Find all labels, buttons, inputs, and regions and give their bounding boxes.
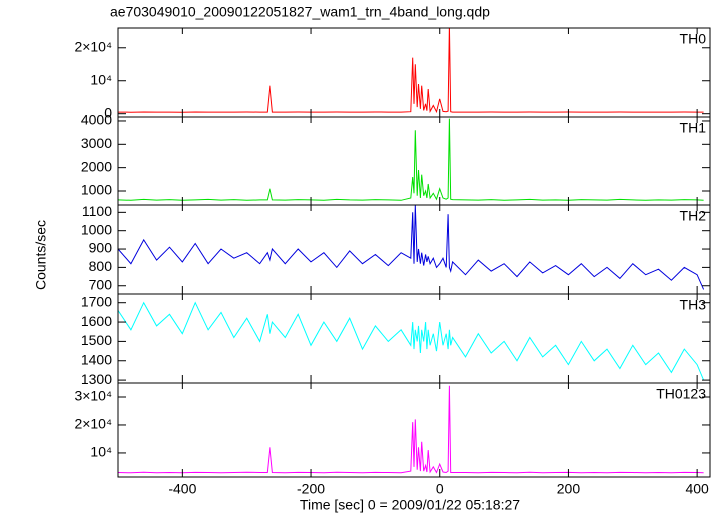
y-tick-label: 700 [89,276,113,292]
data-line [118,301,705,381]
y-tick-label: 2×10⁴ [74,38,112,54]
data-line [118,385,704,474]
panel-data [118,28,704,114]
y-tick-label: 1400 [81,351,112,367]
y-tick-label: 1000 [81,182,112,198]
y-tick-label: 10⁴ [90,71,112,87]
y-tick-label: 1000 [81,221,112,237]
x-tick-label: 0 [436,481,444,497]
y-axis-label: Counts/sec [33,220,49,290]
panel-frame [117,293,711,384]
panel-label: TH3 [680,297,707,313]
y-tick-label: 1700 [81,293,112,309]
y-tick-label: 1600 [81,313,112,329]
y-tick-label: 4000 [81,112,112,128]
y-tick-label: 900 [89,240,113,256]
x-tick-label: -200 [297,481,325,497]
panel-data [118,385,704,474]
panel-label: TH0123 [656,386,706,402]
x-tick-label: 400 [685,481,709,497]
panel-data [118,301,705,381]
data-line [118,28,704,114]
y-tick-label: 1100 [82,203,112,219]
x-tick-label: -400 [168,481,196,497]
y-tick-label: 0 [104,104,112,120]
panel-data [118,205,705,290]
y-tick-label: 2×10⁴ [74,416,112,432]
panel-label: TH2 [680,208,707,224]
y-tick-label: 10⁴ [90,444,112,460]
y-tick-label: 3×10⁴ [74,388,112,404]
panel-frame [117,382,711,478]
y-tick-label: 800 [89,258,113,274]
panel-label: TH0 [680,31,707,47]
chart-title: ae703049010_20090122051827_wam1_trn_4ban… [110,4,490,20]
y-tick-label: 2000 [81,158,112,174]
panel-label: TH1 [680,120,707,136]
panel-data [118,118,704,201]
x-tick-label: 200 [557,481,581,497]
y-tick-label: 3000 [81,135,112,151]
y-tick-label: 1300 [81,371,112,387]
y-tick-label: 1500 [81,332,112,348]
data-line [118,205,705,290]
x-axis-label: Time [sec] 0 = 2009/01/22 05:18:27 [300,497,520,513]
data-line [118,118,704,201]
